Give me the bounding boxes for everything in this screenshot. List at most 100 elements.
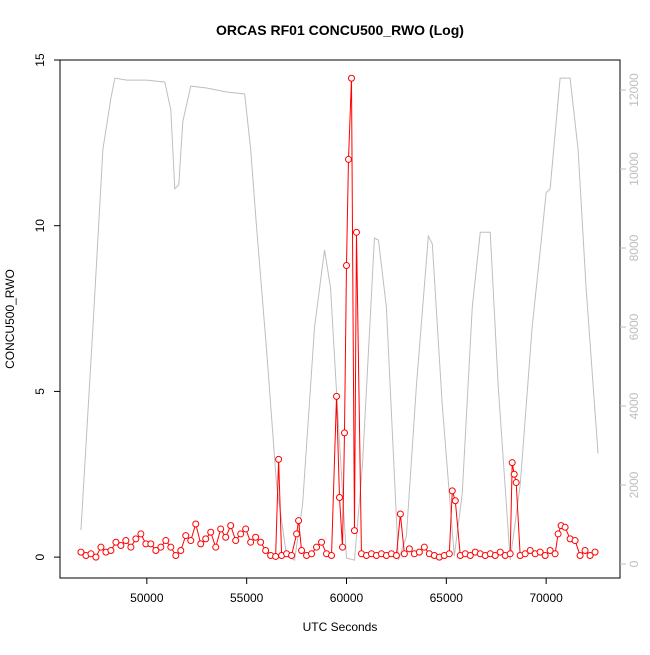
data-point — [506, 550, 514, 558]
data-point — [396, 510, 404, 518]
data-point — [415, 548, 423, 556]
data-line — [80, 77, 599, 561]
data-point — [132, 535, 140, 543]
x-axis-label: UTC Seconds — [303, 620, 378, 634]
data-point — [172, 551, 180, 559]
y-axis-label: CONCU500_RWO — [3, 269, 17, 369]
data-point — [508, 459, 516, 467]
data-point — [554, 530, 562, 538]
x-tick-label: 65000 — [430, 591, 464, 605]
data-point — [328, 551, 336, 559]
data-point — [212, 543, 220, 551]
data-point — [466, 551, 474, 559]
x-tick-label: 60000 — [330, 591, 364, 605]
data-point — [275, 455, 283, 463]
data-point — [298, 546, 306, 554]
data-point — [152, 546, 160, 554]
data-point — [352, 228, 360, 236]
data-point — [242, 525, 250, 533]
data-point — [541, 551, 549, 559]
data-point — [561, 523, 569, 531]
data-point — [347, 74, 355, 82]
x-tick-label: 50000 — [130, 591, 164, 605]
x-tick-label: 55000 — [230, 591, 264, 605]
data-point — [202, 535, 210, 543]
data-point — [333, 392, 341, 400]
data-point — [247, 538, 255, 546]
data-point — [340, 429, 348, 437]
data-point — [546, 546, 554, 554]
data-point — [420, 543, 428, 551]
data-point — [445, 550, 453, 558]
data-point — [252, 533, 260, 541]
data-point — [157, 543, 165, 551]
data-point — [112, 538, 120, 546]
data-point — [117, 542, 125, 550]
data-point — [122, 537, 130, 545]
data-point — [257, 538, 265, 546]
y2-tick-label: 0 — [627, 560, 641, 567]
y-tick-label: 15 — [33, 53, 47, 67]
data-point — [491, 551, 499, 559]
data-point — [571, 537, 579, 545]
data-point — [97, 543, 105, 551]
data-point — [526, 546, 534, 554]
data-point — [77, 548, 85, 556]
data-point — [162, 537, 170, 545]
data-point — [107, 546, 115, 554]
data-point — [313, 543, 321, 551]
data-point — [227, 522, 235, 530]
data-point — [87, 550, 95, 558]
data-point — [192, 520, 200, 528]
data-point — [344, 155, 352, 163]
data-point — [581, 546, 589, 554]
data-point — [400, 550, 408, 558]
data-point — [336, 493, 344, 501]
data-point — [262, 546, 270, 554]
data-point — [496, 548, 504, 556]
x-tick-label: 70000 — [529, 591, 563, 605]
data-point — [350, 527, 358, 535]
y2-tick-label: 4000 — [627, 392, 641, 419]
data-point — [207, 528, 215, 536]
data-point — [405, 545, 413, 553]
data-point — [217, 525, 225, 533]
data-point — [295, 517, 303, 525]
y-tick-label: 10 — [33, 219, 47, 233]
data-point — [222, 533, 230, 541]
y2-tick-label: 6000 — [627, 313, 641, 340]
data-point — [182, 532, 190, 540]
data-point — [318, 538, 326, 546]
y2-tick-label: 8000 — [627, 234, 641, 261]
data-point — [147, 540, 155, 548]
data-point — [288, 551, 296, 559]
data-point — [576, 551, 584, 559]
data-point — [448, 487, 456, 495]
data-point — [293, 530, 301, 538]
data-point — [308, 550, 316, 558]
data-point — [92, 553, 100, 561]
y2-tick-label: 2000 — [627, 471, 641, 498]
data-point — [338, 543, 346, 551]
y-tick-label: 0 — [33, 553, 47, 560]
data-point — [137, 530, 145, 538]
y2-tick-label: 12000 — [627, 73, 641, 107]
plot-frame — [59, 59, 621, 579]
data-point — [177, 546, 185, 554]
data-point — [521, 550, 529, 558]
y-tick-label: 5 — [33, 388, 47, 395]
data-point — [591, 548, 599, 556]
data-point — [272, 552, 280, 560]
data-point — [510, 470, 518, 478]
y2-tick-label: 10000 — [627, 152, 641, 186]
data-point — [342, 261, 350, 269]
data-point — [536, 548, 544, 556]
data-point — [237, 530, 245, 538]
chart-title: ORCAS RF01 CONCU500_RWO (Log) — [216, 22, 464, 38]
data-point — [187, 537, 195, 545]
data-point — [551, 550, 559, 558]
data-point — [586, 551, 594, 559]
data-point — [127, 543, 135, 551]
